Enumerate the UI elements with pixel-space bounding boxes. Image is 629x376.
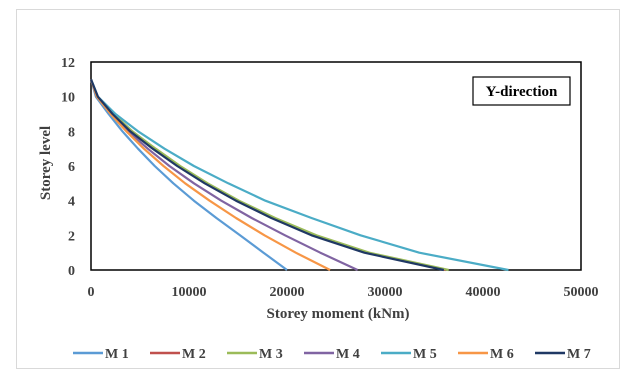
legend-label-2: M 2 xyxy=(182,347,206,362)
x-tick-label: 20000 xyxy=(270,285,305,300)
y-tick-label: 4 xyxy=(68,195,75,210)
series-line-5 xyxy=(89,78,509,272)
x-tick-label: 30000 xyxy=(368,285,403,300)
annotation-label: Y-direction xyxy=(486,84,558,100)
series-layer xyxy=(89,78,509,272)
y-tick-labels: 0 2 4 6 8 10 12 xyxy=(61,56,75,279)
series-line-6 xyxy=(89,78,331,271)
x-tick-label: 10000 xyxy=(172,285,207,300)
legend-label-3: M 3 xyxy=(259,347,283,362)
legend-label-1: M 1 xyxy=(105,347,129,362)
y-tick-label: 8 xyxy=(68,125,75,140)
legend-label-5: M 5 xyxy=(413,347,437,362)
legend-label-4: M 4 xyxy=(336,347,360,362)
y-axis-title: Storey level xyxy=(38,126,54,200)
y-tick-label: 0 xyxy=(68,264,75,279)
x-axis-title: Storey moment (kNm) xyxy=(266,306,409,322)
x-tick-label: 50000 xyxy=(564,285,599,300)
annotation-box: Y-direction xyxy=(472,76,571,106)
annotation-border xyxy=(472,76,571,106)
y-tick-label: 2 xyxy=(68,229,75,244)
x-tick-labels: 0 10000 20000 30000 40000 50000 xyxy=(88,285,599,300)
legend-label-6: M 6 xyxy=(490,347,514,362)
x-tick-label: 0 xyxy=(88,285,95,300)
legend: M 1 M 2 M 3 M 4 M 5 M 6 M 7 xyxy=(73,347,591,362)
y-tick-label: 10 xyxy=(61,91,75,106)
series-line-7 xyxy=(89,78,445,272)
y-tick-label: 6 xyxy=(68,160,75,175)
y-tick-label: 12 xyxy=(61,56,75,71)
x-tick-label: 40000 xyxy=(466,285,501,300)
series-line-1 xyxy=(89,79,288,271)
legend-label-7: M 7 xyxy=(567,347,591,362)
